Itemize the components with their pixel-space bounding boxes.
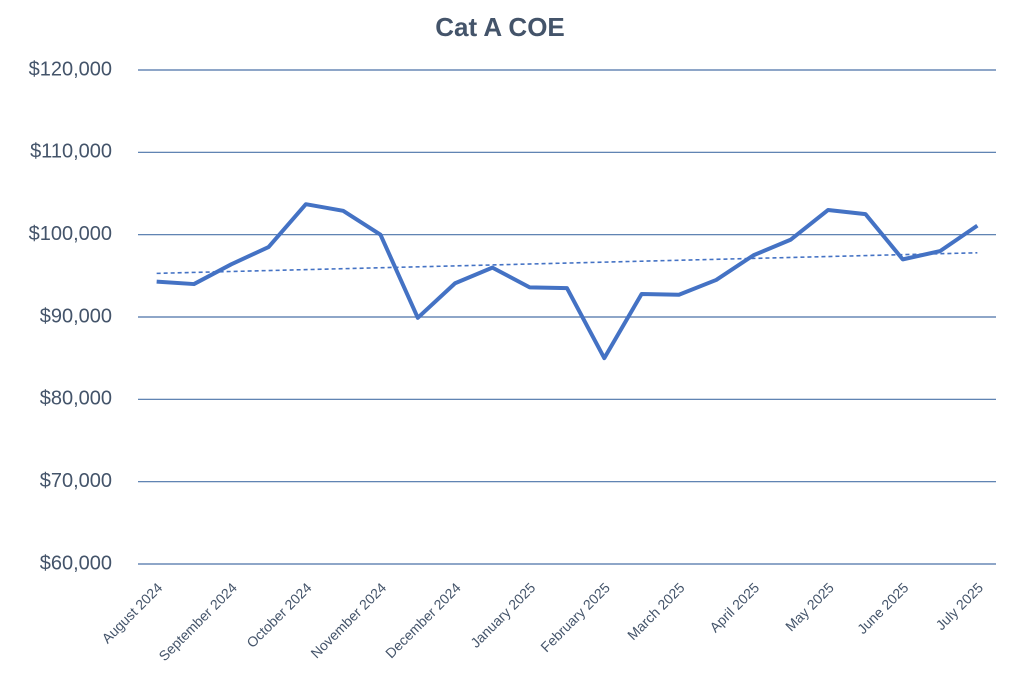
y-tick-label: $100,000 (29, 223, 112, 245)
x-tick-label: November 2024 (307, 579, 389, 661)
y-tick-label: $120,000 (29, 58, 112, 80)
x-tick-label: June 2025 (854, 579, 912, 637)
y-tick-label: $60,000 (40, 552, 112, 574)
x-tick-label: December 2024 (382, 579, 464, 661)
trendline (156, 251, 978, 275)
line (156, 202, 979, 361)
x-tick-label: July 2025 (932, 579, 986, 633)
x-tick-label: April 2025 (706, 579, 762, 635)
y-tick-label: $70,000 (40, 470, 112, 492)
chart-title: Cat A COE (435, 12, 565, 42)
y-tick-label: $110,000 (30, 141, 112, 163)
y-tick-label: $80,000 (40, 388, 112, 410)
x-tick-label: March 2025 (624, 579, 688, 643)
x-tick-label: January 2025 (467, 579, 538, 650)
y-tick-label: $90,000 (40, 305, 112, 327)
x-tick-label: February 2025 (537, 579, 613, 655)
x-tick-label: May 2025 (782, 579, 837, 634)
x-tick-label: September 2024 (155, 579, 240, 664)
x-tick-label: August 2024 (98, 579, 165, 646)
x-tick-label: October 2024 (243, 579, 314, 650)
